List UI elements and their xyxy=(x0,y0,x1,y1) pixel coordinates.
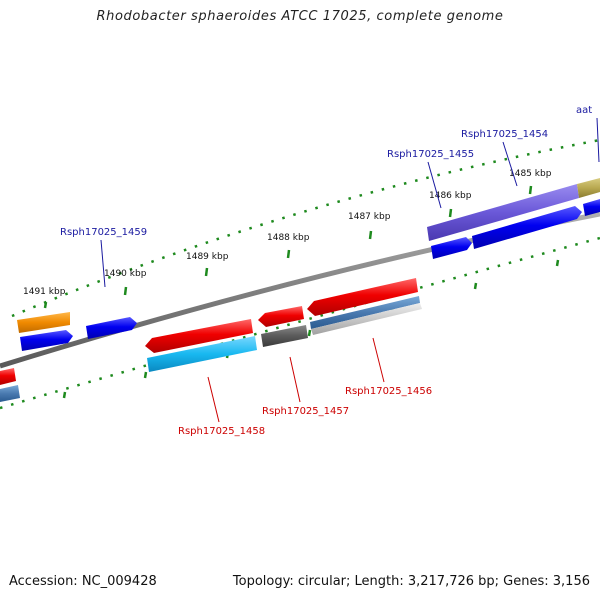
reverse-features xyxy=(0,278,422,402)
gene-label-1455: Rsph17025_1455 xyxy=(387,149,474,160)
ruler-label-1488: 1488 kbp xyxy=(267,233,310,243)
outer-ruler-major-ticks xyxy=(43,185,533,309)
cds-steel xyxy=(310,296,420,329)
cds-blue-1 xyxy=(20,330,73,351)
ruler-labels: 1491 kbp 1490 kbp 1489 kbp 1488 kbp 1487… xyxy=(23,169,552,297)
gene-label-1456: Rsph17025_1456 xyxy=(345,386,432,397)
cds-red-left xyxy=(0,368,16,385)
ruler-label-1487: 1487 kbp xyxy=(348,212,391,222)
ruler-label-1491: 1491 kbp xyxy=(23,287,66,297)
cds-blue-4 xyxy=(472,206,582,249)
gene-label-1454: Rsph17025_1454 xyxy=(461,129,548,140)
topology-text: Topology: circular; Length: 3,217,726 bp… xyxy=(232,574,590,589)
ruler-label-1485: 1485 kbp xyxy=(509,169,552,179)
ruler-label-1490: 1490 kbp xyxy=(104,269,147,279)
forward-label-leaders xyxy=(100,117,600,288)
cds-red-1456 xyxy=(307,278,418,316)
gene-labels: aat Rsph17025_1454 Rsph17025_1455 Rsph17… xyxy=(60,105,592,437)
page-title: Rhodobacter sphaeroides ATCC 17025, comp… xyxy=(96,9,504,24)
outer-ruler-ring xyxy=(11,138,600,318)
gene-label-1457: Rsph17025_1457 xyxy=(262,406,349,417)
gene-label-aat: aat xyxy=(576,105,592,116)
cds-purple xyxy=(427,184,579,241)
cds-olive xyxy=(577,178,600,198)
gene-label-1459: Rsph17025_1459 xyxy=(60,227,147,238)
cds-blue-2 xyxy=(86,317,137,339)
forward-features xyxy=(17,178,600,351)
cds-red-1458 xyxy=(145,319,253,353)
cds-grey-1457 xyxy=(261,325,308,347)
gene-label-1458: Rsph17025_1458 xyxy=(178,426,265,437)
ruler-label-1486: 1486 kbp xyxy=(429,191,472,201)
cds-red-small xyxy=(258,306,304,327)
inner-ruler-ring xyxy=(0,236,600,410)
cds-steel-left xyxy=(0,385,20,402)
cds-blue-3 xyxy=(431,237,472,259)
cds-silver xyxy=(311,303,422,335)
accession-text: Accession: NC_009428 xyxy=(9,574,157,589)
reverse-label-leaders xyxy=(207,337,385,423)
cds-cyan xyxy=(147,336,257,372)
cds-orange xyxy=(17,312,70,333)
cds-blue-5 xyxy=(583,199,600,216)
ruler-label-1489: 1489 kbp xyxy=(186,252,229,262)
